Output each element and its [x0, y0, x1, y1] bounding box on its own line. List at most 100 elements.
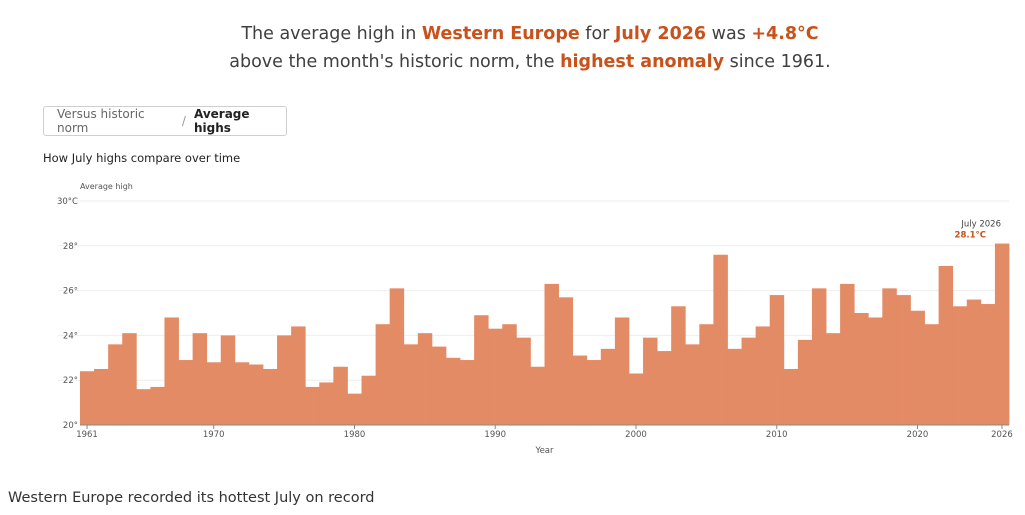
x-tick-label: 2026 — [991, 430, 1013, 440]
y-tick-label: 26° — [63, 287, 78, 297]
bar — [614, 317, 630, 425]
bar — [262, 369, 278, 425]
bar — [685, 344, 700, 425]
x-tick-label: 1961 — [76, 430, 98, 440]
bar — [234, 362, 250, 425]
bar — [868, 317, 883, 425]
bar — [136, 389, 151, 425]
x-tick-label: 2010 — [766, 430, 788, 440]
y-tick-label: 30°C — [57, 197, 78, 207]
bar — [769, 295, 785, 425]
bar — [896, 295, 911, 425]
headline-month: July 2026 — [614, 24, 707, 44]
bar — [811, 288, 827, 425]
chart-title: How July highs compare over time — [43, 151, 241, 165]
bar — [122, 333, 137, 425]
bar — [502, 324, 517, 425]
bar — [488, 328, 503, 425]
bar — [657, 351, 672, 425]
bar — [319, 382, 334, 425]
headline-line-1: The average high in Western Europe for J… — [0, 20, 1025, 48]
bar — [966, 299, 982, 425]
bar — [558, 297, 574, 425]
y-axis-label: Average high — [80, 182, 133, 191]
headline-text: above the month's historic norm, the — [229, 52, 561, 72]
toggle-separator: / — [181, 114, 186, 128]
bar — [783, 369, 799, 425]
view-toggle: Versus historic norm / Average highs — [43, 106, 287, 136]
bar — [994, 243, 1010, 425]
bar — [192, 333, 208, 425]
bar — [797, 339, 813, 425]
bar — [671, 306, 686, 425]
bar — [530, 366, 545, 425]
toggle-average-highs[interactable]: Average highs — [193, 107, 250, 135]
bar — [80, 371, 95, 425]
bar — [699, 324, 714, 425]
bar — [277, 335, 292, 425]
bar — [910, 310, 925, 425]
annotation-label: July 2026 — [960, 220, 1001, 230]
bar — [980, 304, 996, 425]
footer-headline: Western Europe recorded its hottest July… — [8, 490, 375, 506]
headline-text: for — [579, 24, 615, 44]
bar — [600, 348, 616, 425]
bar — [755, 326, 771, 425]
y-tick-label: 22° — [63, 376, 78, 386]
bar — [178, 360, 194, 425]
headline-text: The average high in — [241, 24, 422, 44]
bar — [924, 324, 940, 425]
x-axis-label: Year — [535, 446, 555, 456]
bar — [389, 288, 405, 425]
bar — [305, 386, 320, 425]
bar — [572, 355, 588, 425]
bar — [474, 315, 489, 425]
headline-anomaly: +4.8°C — [751, 24, 819, 44]
headline-line-2: above the month's historic norm, the hig… — [0, 48, 1025, 76]
bar — [150, 386, 165, 425]
x-tick-label: 1980 — [344, 430, 366, 440]
bar — [248, 364, 264, 425]
y-tick-label: 28° — [63, 242, 78, 252]
bar — [826, 333, 841, 425]
bar — [713, 254, 728, 425]
y-tick-label: 24° — [63, 331, 78, 341]
bar — [727, 348, 742, 425]
bar — [164, 317, 179, 425]
annotation-value: 28.1°C — [955, 231, 986, 241]
bar — [108, 344, 123, 425]
toggle-versus-norm[interactable]: Versus historic norm — [57, 107, 145, 135]
bar — [375, 324, 391, 425]
bar — [628, 373, 644, 425]
headline-region: Western Europe — [421, 24, 580, 44]
bar — [333, 366, 348, 425]
bar — [882, 288, 897, 425]
bar — [643, 337, 658, 425]
bar — [403, 344, 419, 425]
bar — [544, 283, 559, 425]
bar — [347, 393, 362, 425]
x-tick-label: 1990 — [484, 430, 506, 440]
x-tick-label: 2020 — [907, 430, 929, 440]
bar — [445, 357, 461, 425]
x-tick-label: 1970 — [203, 430, 225, 440]
bar — [741, 337, 757, 425]
bar — [417, 333, 433, 425]
headline-text: since 1961. — [724, 52, 831, 72]
bar — [94, 369, 109, 425]
bar — [854, 313, 869, 425]
bar — [291, 326, 306, 425]
headline: The average high in Western Europe for J… — [0, 20, 1025, 76]
bar — [206, 362, 222, 425]
y-tick-label: 20° — [63, 421, 78, 431]
bar — [938, 265, 954, 425]
bar — [431, 346, 447, 425]
bar — [516, 337, 531, 425]
headline-text: was — [706, 24, 752, 44]
bar — [460, 360, 475, 425]
bar — [361, 375, 376, 425]
headline-highest: highest anomaly — [560, 52, 725, 72]
x-tick-label: 2000 — [625, 430, 647, 440]
bar — [952, 306, 968, 425]
